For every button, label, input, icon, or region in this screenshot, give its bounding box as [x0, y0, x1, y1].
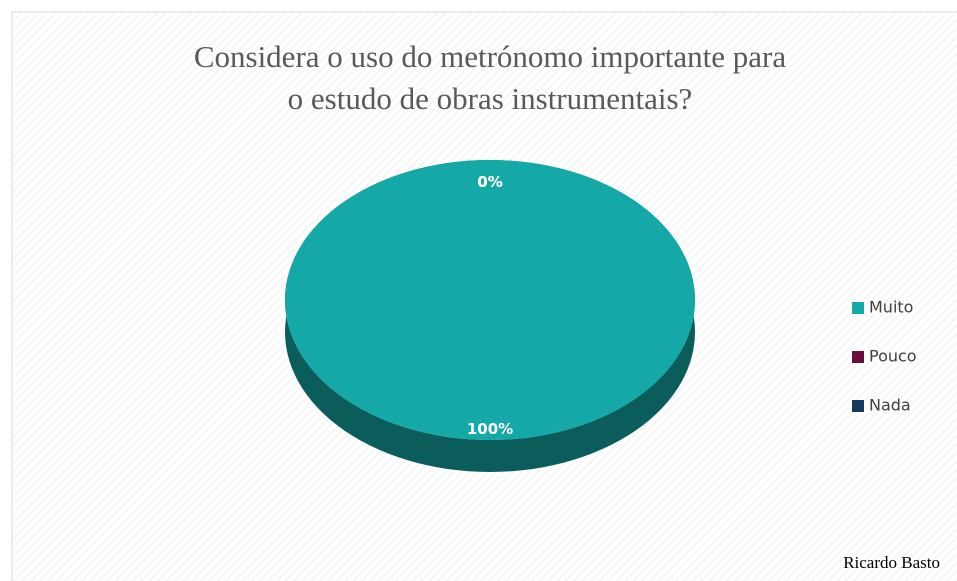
- title-box: Considera o uso do metrónomo importante …: [193, 39, 787, 116]
- author: Ricardo Basto: [843, 553, 940, 572]
- chart-title: Considera o uso do metrónomo importante …: [193, 39, 787, 116]
- data-label: 100%: [467, 420, 513, 438]
- legend-label: Pouco: [869, 347, 917, 366]
- legend-swatch: [852, 351, 864, 363]
- pie-slice: [285, 160, 695, 440]
- legend-label: Nada: [869, 396, 911, 415]
- legend-label: Muito: [869, 298, 913, 317]
- data-label: 0%: [477, 173, 502, 191]
- legend-swatch: [852, 302, 864, 314]
- data-label: 0%: [477, 173, 502, 191]
- legend-swatch: [852, 400, 864, 412]
